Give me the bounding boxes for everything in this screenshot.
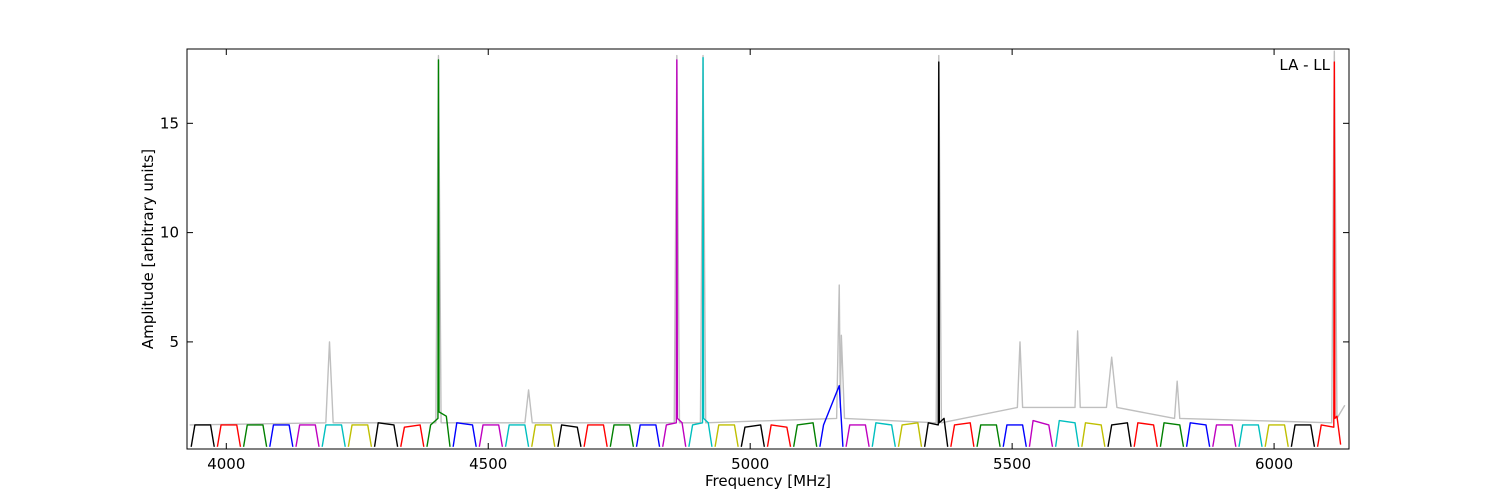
x-tick-label: 5500 (993, 455, 1031, 473)
plot-frame (186, 48, 1350, 450)
series-line (242, 59, 1185, 447)
series-line (321, 57, 1263, 447)
annotation: LA - LL (1279, 56, 1330, 74)
x-axis-label: Frequency [MHz] (705, 472, 831, 490)
y-tick-label: 10 (160, 224, 179, 242)
series-line (269, 384, 1211, 447)
series-line (189, 50, 1346, 426)
x-tick-label: 5000 (731, 455, 769, 473)
x-tick-label: 4000 (207, 455, 245, 473)
y-tick-label: 5 (169, 333, 179, 351)
x-tick-label: 4500 (469, 455, 507, 473)
series-line (295, 59, 1237, 447)
series-line (190, 61, 1316, 447)
x-tick-label: 6000 (1255, 455, 1293, 473)
series-line (347, 422, 1289, 447)
plot-lines (189, 50, 1346, 447)
series-line (216, 61, 1342, 447)
y-tick-label: 15 (160, 114, 179, 132)
y-axis-label: Amplitude [arbitrary units] (139, 149, 157, 349)
